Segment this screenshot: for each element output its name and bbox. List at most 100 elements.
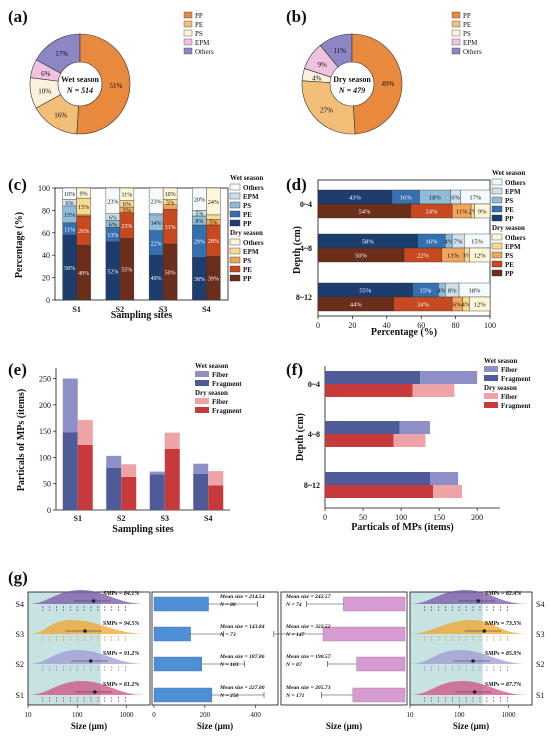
bar-data-label: 11% [64,227,75,233]
legend-swatch [491,187,503,195]
x-tick-label: 0 [152,711,156,719]
legend-label: PS [505,252,513,260]
legend-label: Others [505,179,526,187]
y-tick-label: 60 [42,229,50,238]
mean-size-bar-wet [153,656,202,672]
bar-data-label: 15% [471,239,484,246]
bar-segment-dry-fiber [164,432,180,449]
legend-swatch [183,38,193,46]
bar-data-label: 26% [78,229,89,235]
bar-segment-wet-fiber [62,378,78,433]
bar-segment-dry-fiber [412,384,455,397]
y-tick-label: 0 [47,506,51,515]
bar-data-label: 24% [208,200,219,206]
bar-data-label: 16% [426,239,439,246]
bar-data-label: 5% [209,221,217,227]
legend-label: PS [463,30,471,38]
legend-title: Wet season [230,174,263,182]
pie-slice-label: 10% [38,88,51,96]
panel-label: (e) [8,360,27,379]
pie-slice-pp [351,33,403,135]
legend-title: Dry season [230,229,263,237]
legend-label: PS [195,30,203,38]
bar-data-label: 11% [121,193,132,199]
bar-data-label: 54% [358,209,371,216]
legend-swatch [491,178,503,186]
y-tick-label: 4~8 [300,244,312,253]
pie-slice-label: 6% [41,70,51,78]
mean-size-label: Mean size = 214.54 [219,594,265,600]
bar-data-label: 40% [151,276,162,282]
y-tick-label: 80 [42,206,50,215]
legend-label: EPM [243,248,259,256]
mean-size-label: Mean size = 322.52 [285,624,331,630]
legend-swatch [451,38,461,46]
bar-data-label: 6% [123,202,131,208]
legend-label: PS [243,257,251,265]
panel-label: (g) [8,568,28,587]
legend-label: Fragment [501,402,531,410]
bar-data-label: 10% [165,192,176,198]
plot-frame [151,591,279,706]
legend-swatch [491,251,503,259]
bar-data-label: 28% [208,239,219,245]
legend-label: Fiber [501,366,517,374]
legend-title: Wet season [484,357,517,365]
y-tick-label: 20 [42,274,50,283]
y-tick-label: 50 [43,480,51,489]
mean-size-label: Mean size = 143.84 [219,624,265,630]
bar-data-label: 22% [151,241,162,247]
panel-label: (b) [286,7,307,26]
legend-label: Fragment [212,407,242,415]
bar-segment-dry-others [474,203,491,219]
n-label: N = 250 [219,693,239,699]
legend-swatch [451,20,461,28]
bar-data-label: 10% [64,192,75,198]
bar-data-label: 6% [451,195,460,202]
mean-point [91,599,96,603]
legend-title: Wet season [492,169,525,177]
legend-label: EPM [243,193,259,201]
bar-data-label: 8% [195,219,203,225]
density-curve [28,590,147,604]
x-tick-label: 40 [383,321,391,330]
bar-data-label: 15% [64,213,75,219]
x-tick-label: 0 [323,513,327,522]
x-tick-label: 150 [433,513,445,522]
pie-slice-label: 4% [312,74,322,82]
x-tick-label: 10 [25,711,33,719]
y-axis-label: Percentage (%) [14,212,25,278]
x-tick-label: S2 [116,305,124,314]
smps-label: SMPs = 81.2% [103,682,140,688]
legend-label: PE [243,266,252,274]
mean-point [476,599,481,603]
legend-swatch [491,214,503,222]
pie-center-n: N = 479 [338,86,365,95]
x-axis-label: Percentage (%) [371,327,437,338]
n-label: N = 103 [219,662,239,668]
pie-slice-label: 16% [54,111,67,119]
x-tick-label: 1000 [502,711,517,719]
pie-slice-label: 11% [334,47,347,55]
legend-label: EPM [195,39,210,47]
legend-label: PE [195,21,203,29]
legend-label: EPM [505,243,521,251]
x-tick-label: 100 [395,513,407,522]
y-tick-label: 40 [42,251,50,260]
bar-data-label: 6% [109,216,117,222]
bar-segment-wet-fiber [193,463,209,474]
x-tick-label: 100 [72,711,83,719]
bar-data-label: 12% [474,302,487,309]
pie-center-n: N = 514 [66,86,93,95]
legend-label: PS [243,202,251,210]
bar-data-label: 24% [426,209,439,216]
bar-segment-wet-fiber [420,371,478,384]
bar-data-label: 13% [447,253,460,260]
legend-label: Fiber [501,393,517,401]
smps-label: SMPs = 87.7% [485,682,522,688]
smps-label: SMPs = 94.5% [103,621,140,627]
mean-size-label: Mean size = 205.73 [285,685,331,691]
y-tick-label: 100 [38,184,50,193]
plot-frame [280,591,408,706]
density-curve [410,650,529,664]
